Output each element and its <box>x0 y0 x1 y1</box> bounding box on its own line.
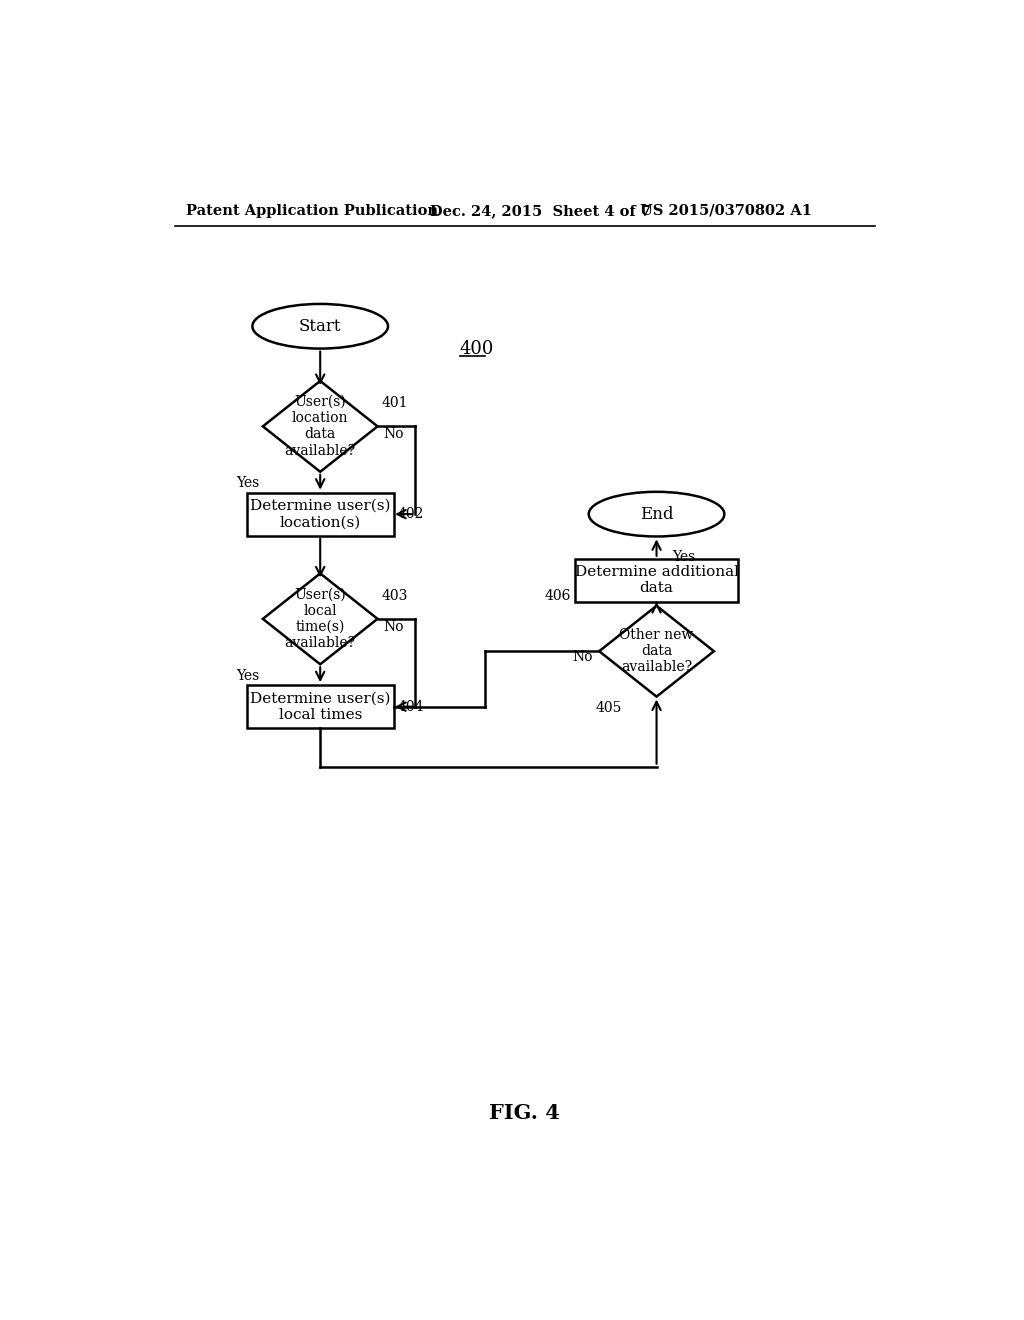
Text: End: End <box>640 506 674 523</box>
Text: Patent Application Publication: Patent Application Publication <box>186 203 438 218</box>
Text: User(s)
location
data
available?: User(s) location data available? <box>285 395 355 458</box>
Text: 406: 406 <box>545 589 571 603</box>
Text: User(s)
local
time(s)
available?: User(s) local time(s) available? <box>285 587 355 651</box>
Text: 405: 405 <box>595 701 622 715</box>
Bar <box>575 558 738 602</box>
Text: Yes: Yes <box>236 669 259 682</box>
Text: Yes: Yes <box>236 477 259 490</box>
Bar <box>247 685 394 729</box>
Text: No: No <box>384 619 404 634</box>
Text: 404: 404 <box>397 700 424 714</box>
Text: Other new
data
available?: Other new data available? <box>620 628 693 675</box>
Text: FIG. 4: FIG. 4 <box>489 1104 560 1123</box>
Text: Determine user(s)
local times: Determine user(s) local times <box>250 692 390 722</box>
Text: Yes: Yes <box>672 550 695 564</box>
Text: US 2015/0370802 A1: US 2015/0370802 A1 <box>640 203 811 218</box>
Text: 402: 402 <box>397 507 424 521</box>
Text: No: No <box>384 428 404 441</box>
Text: 401: 401 <box>381 396 408 411</box>
Text: Determine user(s)
location(s): Determine user(s) location(s) <box>250 499 390 529</box>
Text: 403: 403 <box>381 589 408 603</box>
Text: Start: Start <box>299 318 341 335</box>
Text: 400: 400 <box>460 341 494 358</box>
Bar <box>247 492 394 536</box>
Text: Determine additional
data: Determine additional data <box>574 565 738 595</box>
Text: Dec. 24, 2015  Sheet 4 of 7: Dec. 24, 2015 Sheet 4 of 7 <box>430 203 651 218</box>
Text: No: No <box>572 651 593 664</box>
